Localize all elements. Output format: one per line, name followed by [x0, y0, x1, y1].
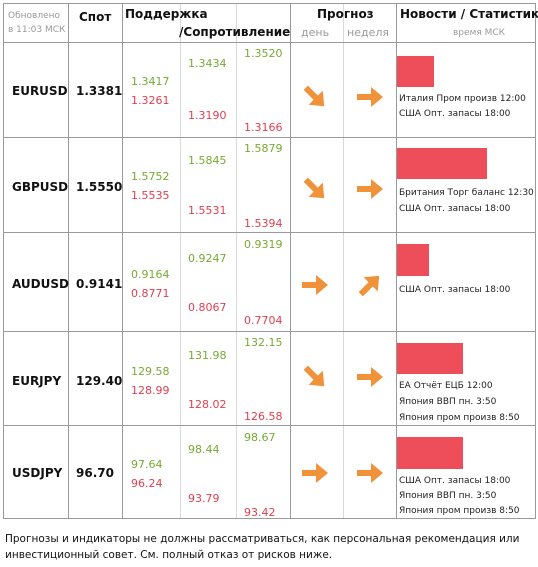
support-3: 98.67 [244, 431, 276, 444]
support-2: 0.9247 [188, 252, 227, 265]
resistance-header: /Сопротивление [179, 25, 291, 39]
support-header: Поддержка [125, 7, 208, 21]
forecast-table: Обновлено в 11:03 МСК Спот Поддержка /Со… [3, 3, 538, 519]
divider [343, 4, 344, 518]
support-1: 129.58 [131, 365, 170, 378]
resistance-1: 1.5535 [131, 189, 170, 202]
spot-header: Спот [79, 10, 112, 24]
updated-label: Обновлено [8, 11, 61, 21]
support-2: 1.3434 [188, 57, 227, 70]
news-impact-bar [397, 56, 434, 87]
pair-label: AUDUSD [12, 277, 69, 291]
divider [290, 4, 291, 518]
resistance-3: 126.58 [244, 410, 283, 423]
arrow-right-icon [302, 275, 328, 295]
resistance-2: 93.79 [188, 492, 220, 505]
updated-time: в 11:03 МСК [8, 25, 66, 35]
arrow-down-right-icon [303, 85, 325, 107]
pair-label: EURUSD [12, 84, 68, 98]
news-item: Япония ВВП пн. 3:50 [399, 397, 497, 407]
news-item: Британия Торг баланс 12:30 [399, 188, 534, 198]
spot-value: 0.9141 [76, 277, 123, 291]
news-impact-bar [397, 343, 463, 374]
news-header: Новости / Статистика [400, 7, 538, 21]
news-item: Италия Пром произв 12:00 [399, 94, 526, 104]
arrow-right-icon [357, 463, 383, 483]
divider [4, 331, 535, 332]
resistance-2: 128.02 [188, 398, 227, 411]
divider [4, 425, 535, 426]
support-1: 97.64 [131, 458, 163, 471]
support-3: 1.5879 [244, 142, 283, 155]
support-3: 1.3520 [244, 47, 283, 60]
support-1: 0.9164 [131, 268, 170, 281]
spot-value: 96.70 [76, 466, 114, 480]
news-item: США Опт. запасы 18:00 [399, 109, 511, 119]
support-1: 1.5752 [131, 170, 170, 183]
resistance-2: 0.8067 [188, 301, 227, 314]
arrow-down-right-icon [303, 365, 325, 387]
pair-label: EURJPY [12, 374, 62, 388]
news-impact-bar [397, 244, 429, 276]
resistance-3: 1.3166 [244, 121, 283, 134]
resistance-3: 1.5394 [244, 217, 283, 230]
pair-label: USDJPY [12, 466, 63, 480]
resistance-1: 128.99 [131, 384, 170, 397]
news-impact-bar [397, 148, 487, 179]
spot-value: 1.5550 [76, 180, 123, 194]
resistance-1: 96.24 [131, 477, 163, 490]
resistance-1: 1.3261 [131, 94, 170, 107]
news-item: США Опт. запасы 18:00 [399, 204, 511, 214]
news-item: США Опт. запасы 18:00 [399, 476, 511, 486]
arrow-right-icon [357, 87, 383, 107]
support-1: 1.3417 [131, 75, 170, 88]
arrow-right-icon [302, 463, 328, 483]
news-item: Япония ВВП пн. 3:50 [399, 491, 497, 501]
support-3: 132.15 [244, 336, 283, 349]
resistance-2: 1.5531 [188, 204, 227, 217]
news-impact-bar [397, 437, 463, 469]
divider [122, 4, 123, 518]
divider [236, 4, 237, 518]
pair-label: GBPUSD [12, 180, 69, 194]
resistance-3: 0.7704 [244, 314, 283, 327]
support-2: 131.98 [188, 349, 227, 362]
disclaimer-text: Прогнозы и индикаторы не должны рассматр… [5, 533, 520, 561]
resistance-2: 1.3190 [188, 109, 227, 122]
forecast-header: Прогноз [317, 7, 374, 21]
arrow-down-right-icon [303, 177, 325, 199]
spot-value: 129.40 [76, 374, 123, 388]
resistance-1: 0.8771 [131, 287, 170, 300]
resistance-3: 93.42 [244, 506, 276, 519]
support-3: 0.9319 [244, 238, 283, 251]
divider [396, 4, 397, 518]
news-item: ЕА Отчёт ЕЦБ 12:00 [399, 381, 493, 391]
support-2: 98.44 [188, 443, 220, 456]
divider [180, 4, 181, 518]
news-item: Япония пром произв 8:50 [399, 506, 520, 516]
divider [68, 4, 69, 518]
time-note: время МСК [453, 28, 506, 38]
day-header: день [301, 26, 330, 39]
arrow-right-icon [357, 367, 383, 387]
arrow-up-right-icon [358, 275, 380, 297]
week-header: неделя [347, 26, 389, 39]
arrow-right-icon [357, 179, 383, 199]
divider [4, 137, 535, 138]
divider [4, 232, 535, 233]
news-item: Япония пром произв 8:50 [399, 413, 520, 423]
support-2: 1.5845 [188, 154, 227, 167]
spot-value: 1.3381 [76, 84, 123, 98]
divider [4, 42, 535, 43]
news-item: США Опт. запасы 18:00 [399, 285, 511, 295]
